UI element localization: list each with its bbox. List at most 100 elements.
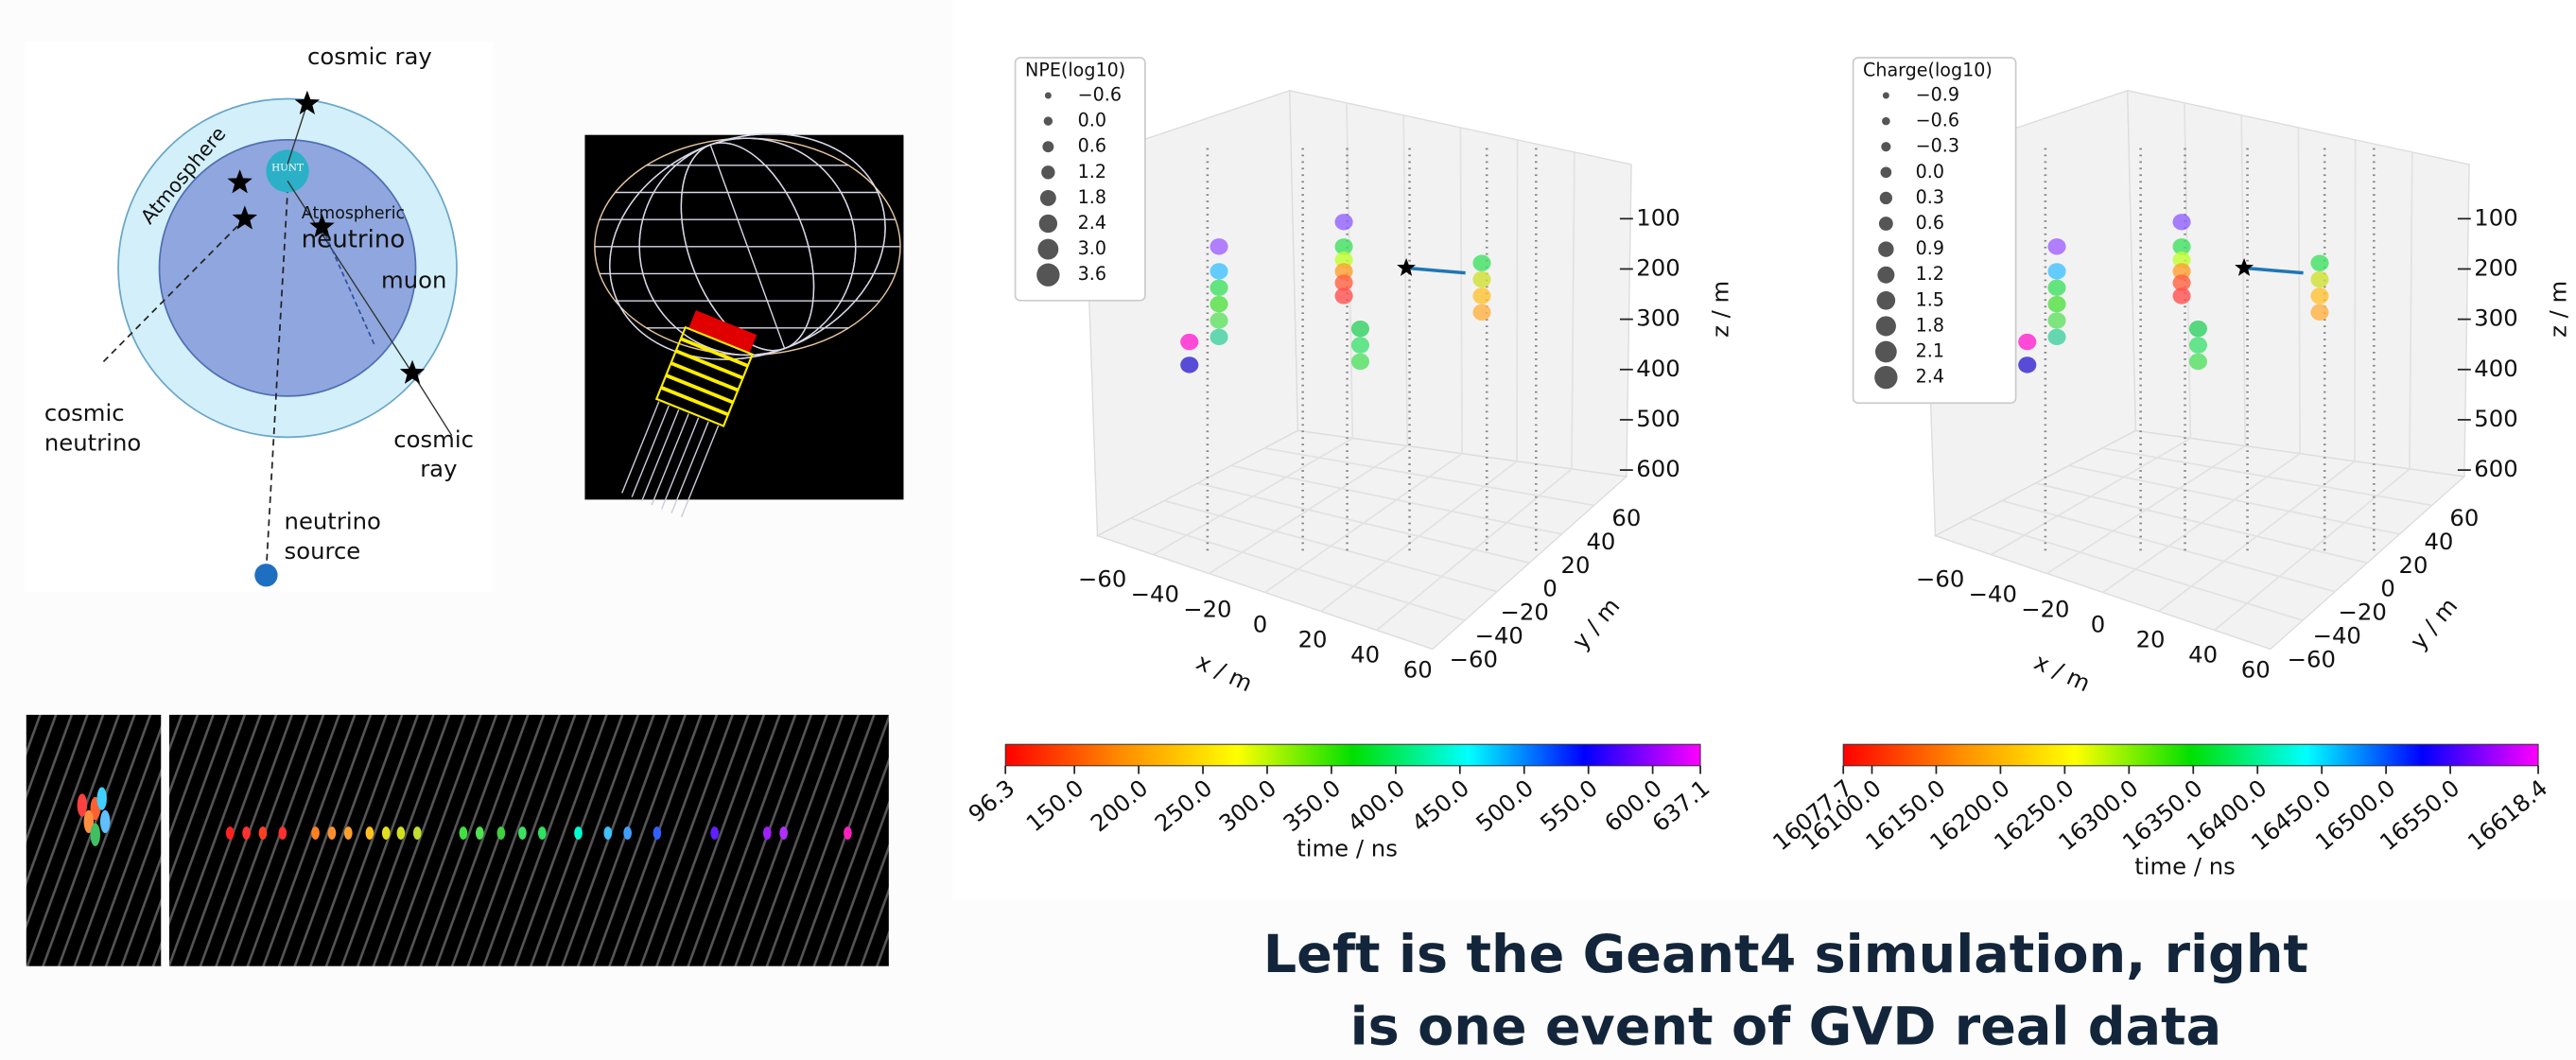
z-tick-label: 600 xyxy=(2474,455,2517,482)
z-tick-label: 300 xyxy=(2474,304,2517,332)
legend-title: NPE(log10) xyxy=(1025,59,1125,80)
legend-label: 1.2 xyxy=(1916,263,1944,285)
hit xyxy=(1472,304,1490,321)
legend-title: Charge(log10) xyxy=(1863,59,1993,80)
hit xyxy=(518,826,527,840)
hit xyxy=(2310,271,2328,287)
legend-marker xyxy=(1037,239,1058,260)
hit xyxy=(1210,263,1227,279)
hit xyxy=(623,826,632,840)
legend-label: 1.8 xyxy=(1078,186,1106,208)
hit xyxy=(311,826,320,840)
label: cosmic ray xyxy=(307,43,432,70)
hit xyxy=(603,826,612,840)
hit xyxy=(779,826,788,840)
hit xyxy=(96,787,106,809)
x-tick-label: −40 xyxy=(1131,580,1179,607)
colorbar xyxy=(1843,744,2538,766)
hit xyxy=(1210,238,1227,254)
legend-marker xyxy=(1044,116,1053,125)
colorbar xyxy=(1005,744,1700,766)
hit xyxy=(2047,263,2065,279)
hit xyxy=(259,826,268,840)
hit xyxy=(1351,321,1369,337)
hit xyxy=(1472,255,1490,271)
hit xyxy=(653,826,662,840)
legend-marker xyxy=(1880,192,1892,204)
hit xyxy=(1335,214,1353,230)
legend-marker xyxy=(1874,366,1897,389)
hit xyxy=(91,824,100,846)
label: neutrino xyxy=(285,508,381,535)
x-tick-label: −20 xyxy=(2021,595,2069,622)
x-tick-label: 60 xyxy=(1403,655,1433,683)
legend-marker xyxy=(1882,117,1890,126)
hit xyxy=(366,826,374,840)
hit xyxy=(2173,287,2191,304)
legend-marker xyxy=(1042,141,1053,152)
legend-marker xyxy=(1883,93,1889,99)
hit xyxy=(844,826,852,840)
hit xyxy=(2189,321,2207,337)
hit xyxy=(2310,304,2328,321)
legend-label: −0.9 xyxy=(1916,83,1959,105)
hit xyxy=(1180,334,1198,350)
legend-label: 3.6 xyxy=(1078,263,1106,285)
legend-label: 3.0 xyxy=(1078,237,1106,259)
hit xyxy=(278,826,287,840)
slide: HUNTcosmic rayAtmosphereAtmosphericneutr… xyxy=(0,0,2576,1060)
legend-label: −0.6 xyxy=(1078,83,1122,105)
z-tick-label: 400 xyxy=(1636,355,1680,382)
x-tick-label: 0 xyxy=(1253,610,1267,637)
legend-label: 1.8 xyxy=(1916,314,1944,336)
hit xyxy=(226,826,235,840)
hit xyxy=(2173,214,2191,230)
legend-marker xyxy=(1877,291,1896,310)
hit xyxy=(2189,354,2207,370)
hit xyxy=(242,826,251,840)
colorbar-label: time / ns xyxy=(2134,853,2236,880)
z-tick-label: 300 xyxy=(1636,304,1680,332)
y-tick-label: 40 xyxy=(1586,528,1615,555)
hit xyxy=(710,826,719,840)
z-tick-label: 200 xyxy=(1636,253,1680,281)
legend-marker xyxy=(1878,241,1893,256)
hit xyxy=(1335,287,1353,304)
detector-image xyxy=(584,135,903,500)
x-tick-label: −20 xyxy=(1183,595,1231,622)
hit xyxy=(538,826,547,840)
legend-marker xyxy=(1039,215,1057,233)
hit xyxy=(1210,329,1227,345)
legend-label: 1.2 xyxy=(1078,161,1106,182)
x-tick-label: 40 xyxy=(1350,640,1380,668)
legend-marker xyxy=(1045,93,1052,99)
y-tick-label: 60 xyxy=(2449,504,2479,531)
x-tick-label: −60 xyxy=(1078,565,1126,592)
z-tick-label: 500 xyxy=(1636,405,1680,432)
label: neutrino xyxy=(44,428,141,456)
legend-marker xyxy=(1881,166,1892,178)
x-tick-label: 60 xyxy=(2241,655,2271,683)
hit xyxy=(2047,238,2065,254)
hit xyxy=(2047,312,2065,328)
colorbar-label: time / ns xyxy=(1297,834,1398,861)
legend-label: −0.3 xyxy=(1916,135,1959,157)
y-tick-label: −60 xyxy=(2288,645,2336,672)
y-tick-label: −60 xyxy=(1450,645,1498,672)
x-tick-label: 20 xyxy=(1298,625,1328,652)
label: muon xyxy=(381,266,446,293)
hit xyxy=(2047,296,2065,312)
hit xyxy=(1351,354,1369,370)
page: {"diagram":{"cosmic_ray_top":"cosmic ray… xyxy=(0,0,2576,1060)
label: source xyxy=(285,537,361,565)
hit xyxy=(1472,271,1490,287)
hit xyxy=(2018,334,2036,350)
hit xyxy=(1210,312,1227,328)
hit xyxy=(413,826,422,840)
x-tick-label: −40 xyxy=(1969,580,2017,607)
label: cosmic xyxy=(44,399,125,426)
hit xyxy=(1210,296,1227,312)
legend-marker xyxy=(1879,217,1893,231)
x-tick-label: 40 xyxy=(2188,640,2218,668)
legend-label: 0.0 xyxy=(1916,161,1944,182)
